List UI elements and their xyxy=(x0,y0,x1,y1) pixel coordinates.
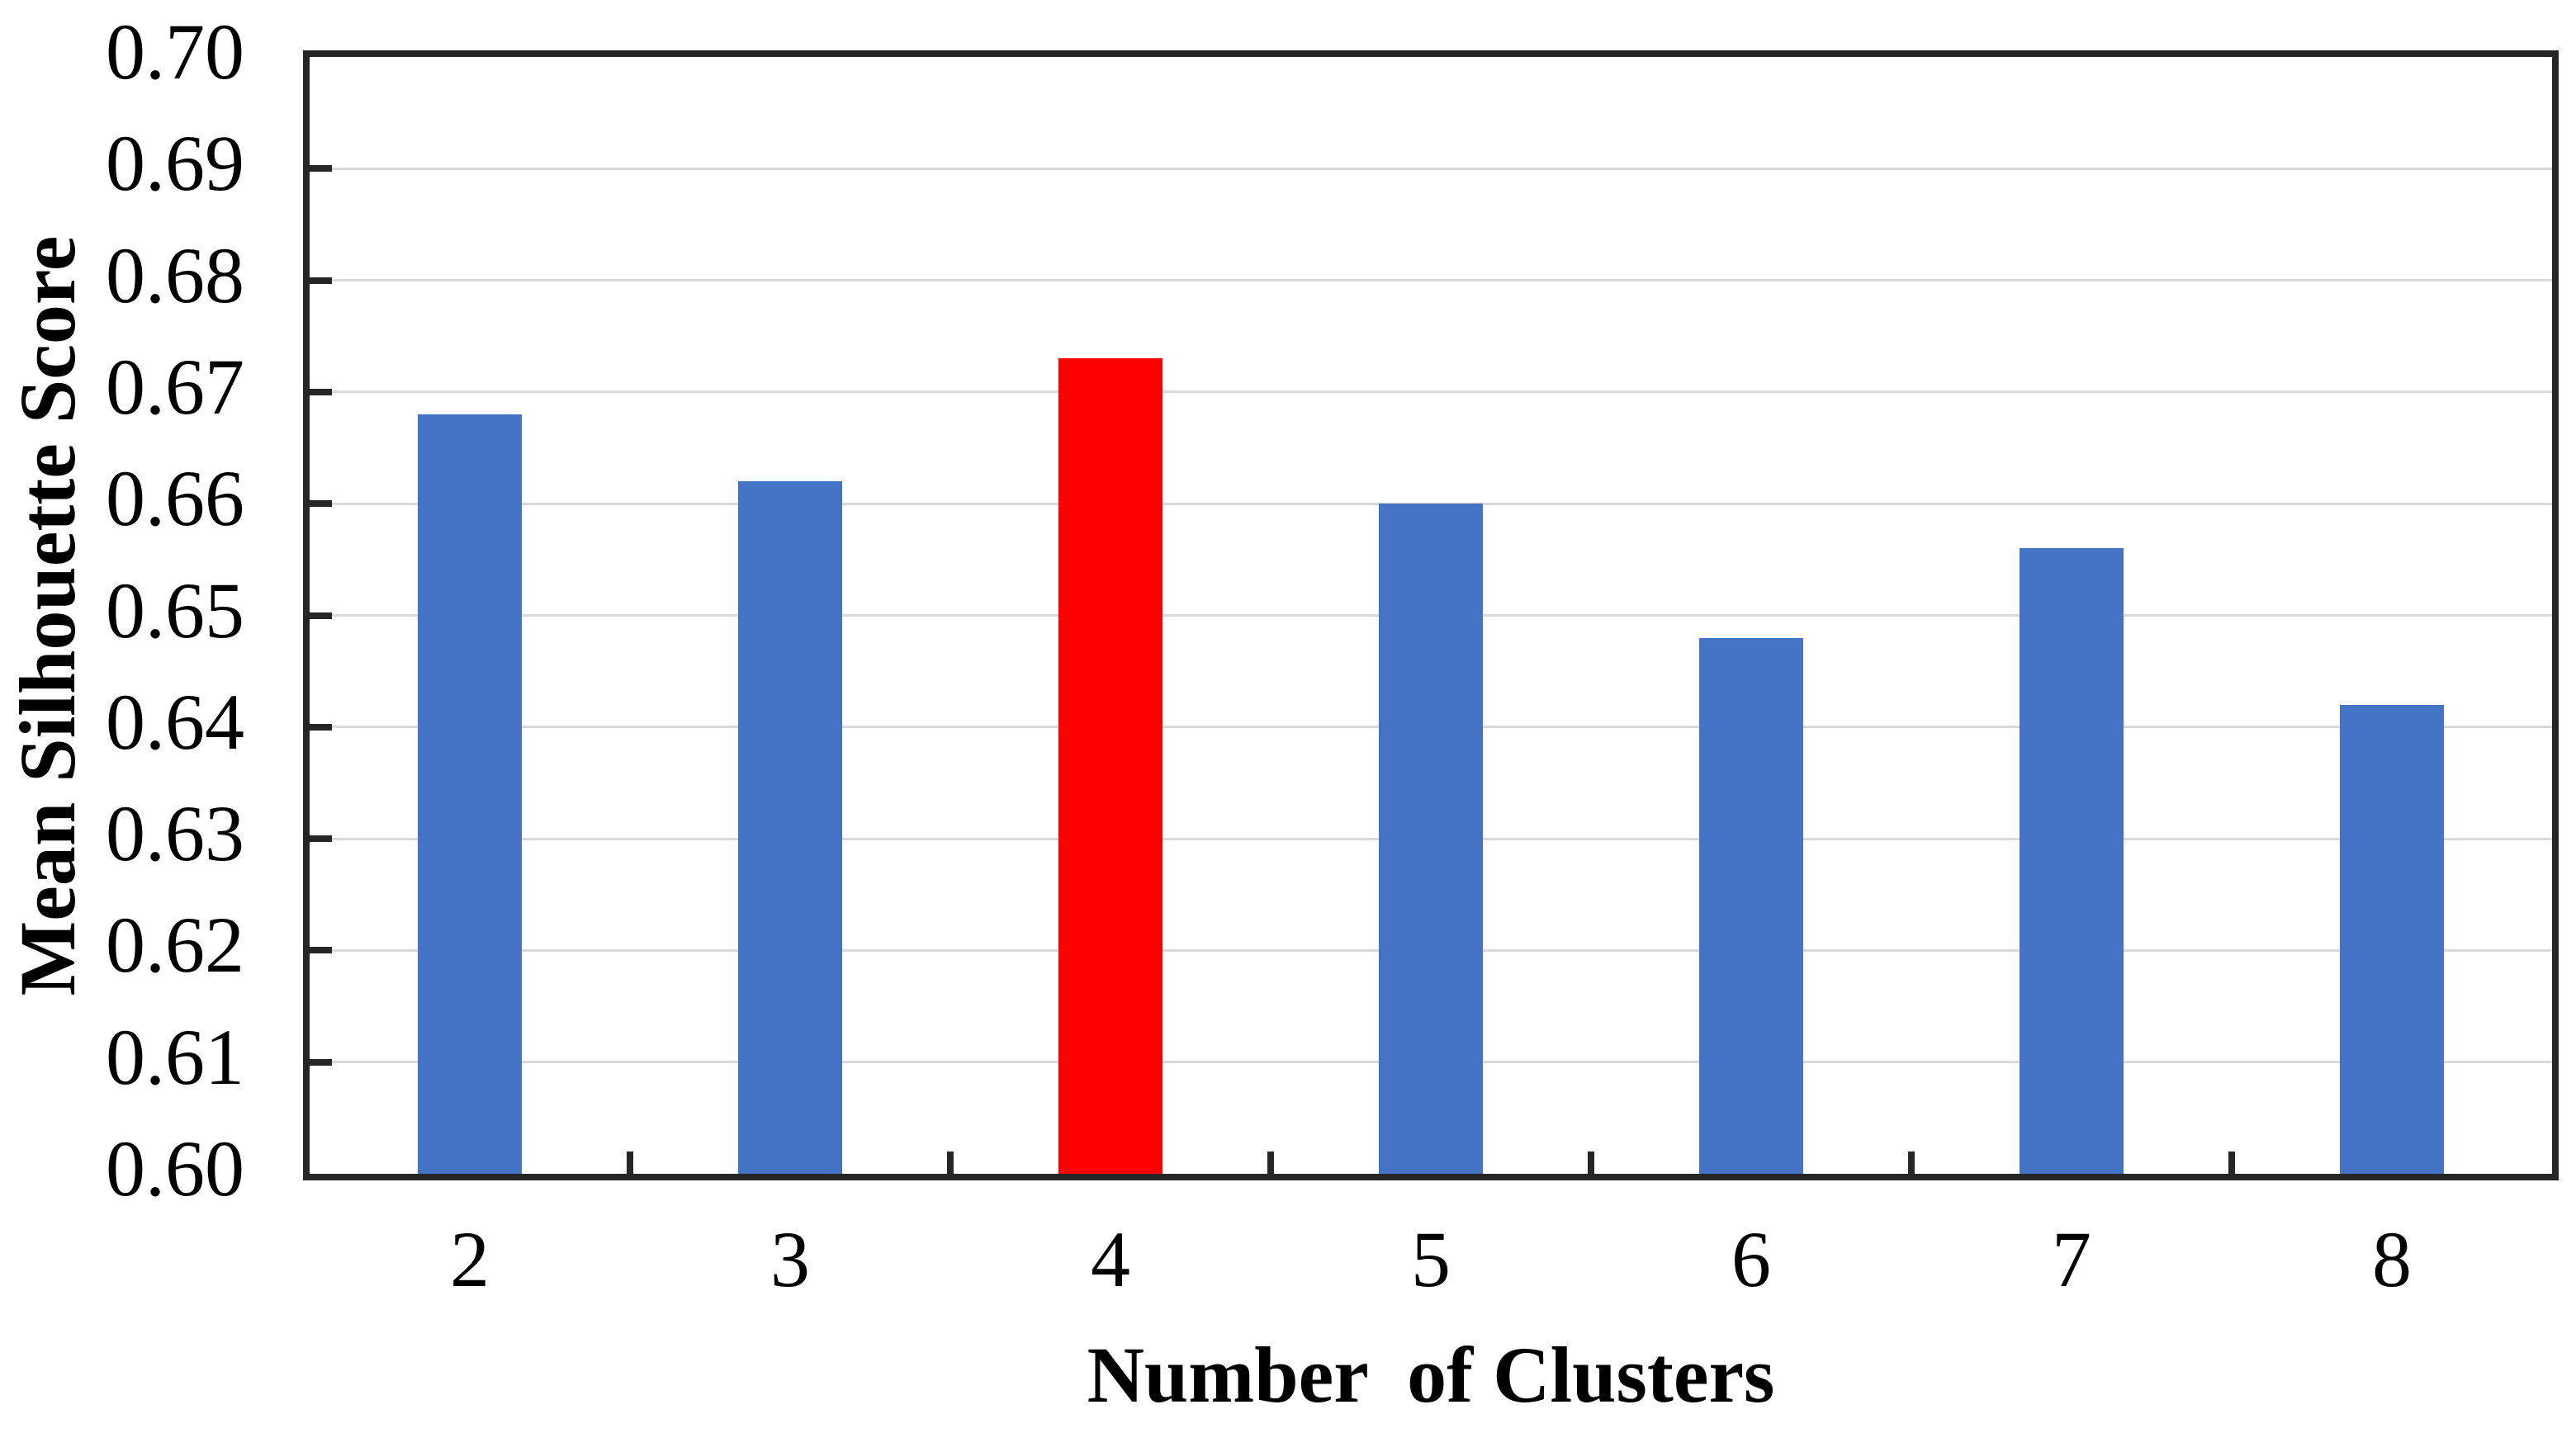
gridline-0.68 xyxy=(310,279,2552,282)
y-tick-0.63 xyxy=(310,835,332,843)
bar-5 xyxy=(1379,504,1483,1174)
y-tick-label-0.69: 0.69 xyxy=(106,119,244,208)
y-tick-label-0.66: 0.66 xyxy=(106,454,244,543)
x-axis-title: Number of Clusters xyxy=(1087,1331,1775,1419)
bar-3 xyxy=(738,481,842,1174)
y-tick-label-0.68: 0.68 xyxy=(106,230,244,319)
y-tick-0.65 xyxy=(310,612,332,619)
y-tick-0.62 xyxy=(310,947,332,954)
bar-8 xyxy=(2340,704,2444,1174)
y-tick-0.64 xyxy=(310,723,332,731)
bar-7 xyxy=(2020,548,2124,1174)
x-tick-1 xyxy=(627,1152,633,1174)
y-tick-label-0.67: 0.67 xyxy=(106,342,244,431)
y-tick-0.69 xyxy=(310,165,332,173)
x-tick-label-6: 6 xyxy=(1731,1215,1771,1303)
y-tick-label-0.60: 0.60 xyxy=(106,1124,244,1213)
x-tick-label-7: 7 xyxy=(2052,1215,2091,1303)
y-tick-0.68 xyxy=(310,277,332,284)
y-tick-label-0.62: 0.62 xyxy=(106,901,244,990)
y-tick-label-0.63: 0.63 xyxy=(106,789,244,878)
x-tick-label-4: 4 xyxy=(1091,1215,1130,1303)
x-tick-label-2: 2 xyxy=(450,1215,490,1303)
x-tick-label-8: 8 xyxy=(2372,1215,2412,1303)
y-tick-label-0.70: 0.70 xyxy=(106,7,244,96)
y-tick-0.67 xyxy=(310,388,332,395)
y-tick-label-0.64: 0.64 xyxy=(106,677,244,766)
x-tick-3 xyxy=(1267,1152,1274,1174)
plot-area-border xyxy=(303,50,2559,1180)
x-tick-2 xyxy=(947,1152,954,1174)
y-tick-label-0.61: 0.61 xyxy=(106,1012,244,1101)
x-tick-label-3: 3 xyxy=(770,1215,810,1303)
bar-4 xyxy=(1058,358,1163,1174)
y-tick-0.61 xyxy=(310,1058,332,1066)
x-tick-4 xyxy=(1588,1152,1594,1174)
gridline-0.69 xyxy=(310,167,2552,170)
bar-2 xyxy=(418,414,522,1174)
x-tick-5 xyxy=(1908,1152,1915,1174)
x-tick-label-5: 5 xyxy=(1411,1215,1451,1303)
gridline-0.67 xyxy=(310,390,2552,394)
bar-6 xyxy=(1699,637,1803,1174)
y-tick-0.66 xyxy=(310,500,332,508)
y-tick-label-0.65: 0.65 xyxy=(106,565,244,655)
x-tick-6 xyxy=(2228,1152,2235,1174)
